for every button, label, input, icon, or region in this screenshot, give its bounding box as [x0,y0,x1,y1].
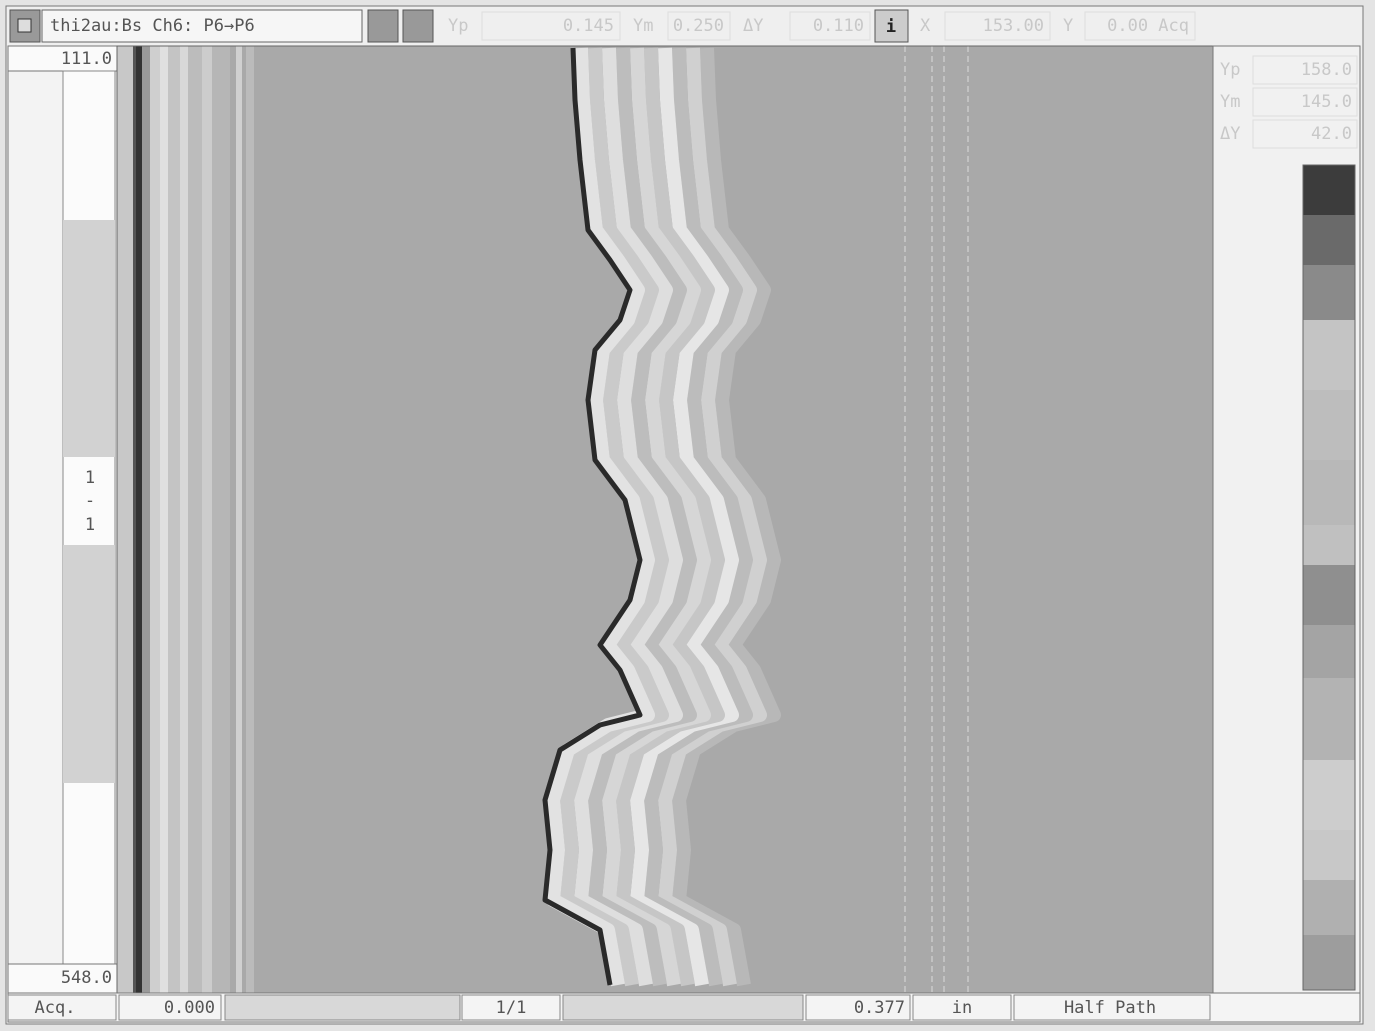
stripe [117,46,133,993]
color-swatch [1303,390,1355,460]
stripe [168,46,180,993]
field-value: 153.00 [983,16,1044,36]
color-swatch [1303,165,1355,215]
index-text: 1 [85,468,95,488]
field-value: 0.00 Acq [1107,16,1189,36]
index-text: - [85,491,95,511]
top-value: 111.0 [61,49,112,69]
stripe [202,46,212,993]
field-value: 0.110 [813,16,864,36]
index-text: 1 [85,515,95,535]
field-value: 0.145 [563,16,614,36]
status-page: 1/1 [496,998,527,1018]
b-scan[interactable] [117,46,1213,993]
color-swatch [1303,565,1355,625]
gate-button[interactable] [403,10,433,42]
color-swatch [1303,215,1355,265]
field-label: ΔY [1220,124,1240,144]
field-label: Yp [1220,60,1240,80]
field-value: 158.0 [1301,60,1352,80]
stripe [160,46,168,993]
status-start: 0.000 [164,998,215,1018]
title-text: thi2au:Bs Ch6: P6→P6 [50,16,255,36]
color-swatch [1303,320,1355,390]
stripe [212,46,230,993]
color-swatch [1303,830,1355,880]
status-path: Half Path [1064,998,1156,1018]
field-label: Ym [633,16,653,36]
status-bar: Acq. 0.000 1/1 0.377 in Half Path [8,993,1360,1022]
field-value: 0.250 [673,16,724,36]
field-value: 42.0 [1311,124,1352,144]
field-value: 145.0 [1301,92,1352,112]
color-swatch [1303,760,1355,830]
screen: thi2au:Bs Ch6: P6→P6 i Yp 0.145 Ym 0.250 ΔY 0… [0,0,1375,1027]
status-slider[interactable] [563,995,803,1020]
stripe [188,46,202,993]
stripe [136,46,142,993]
color-swatch [1303,265,1355,320]
color-swatch [1303,880,1355,935]
color-swatch [1303,625,1355,678]
color-swatch [1303,460,1355,525]
stripe [142,46,150,993]
field-label: Y [1063,16,1073,36]
info-icon: i [886,17,896,37]
page: thi2au:Bs Ch6: P6→P6 i Yp 0.145 Ym 0.250 ΔY 0… [0,0,1375,1027]
field-label: Yp [448,16,468,36]
color-swatch [1303,935,1355,990]
field-label: Ym [1220,92,1240,112]
stripe [246,46,254,993]
close-icon [18,19,31,32]
color-swatch [1303,678,1355,760]
stripe [150,46,160,993]
scroll-block [63,545,115,783]
stripe [236,46,242,993]
status-unit: in [952,998,972,1018]
stripe [133,46,136,993]
stripe [180,46,188,993]
color-swatch [1303,525,1355,565]
field-label: ΔY [743,16,763,36]
color-bar [1303,165,1355,990]
probe-button[interactable] [368,10,398,42]
scroll-block [63,220,115,457]
field-label: X [920,16,931,36]
status-mode: Acq. [35,998,76,1018]
bottom-value: 548.0 [61,968,112,988]
status-thickness: 0.377 [854,998,905,1018]
status-slider[interactable] [225,995,460,1020]
